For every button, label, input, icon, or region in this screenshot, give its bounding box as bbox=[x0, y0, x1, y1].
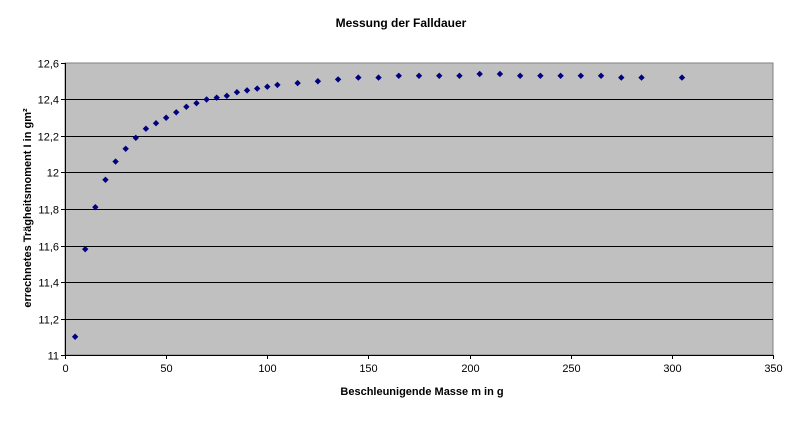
data-point bbox=[253, 85, 261, 92]
data-point bbox=[233, 89, 241, 96]
data-point bbox=[243, 87, 251, 94]
y-tick-label: 11,2 bbox=[38, 315, 59, 327]
data-point bbox=[152, 120, 160, 127]
data-point bbox=[678, 74, 686, 81]
data-point bbox=[92, 203, 99, 211]
data-point bbox=[537, 72, 544, 79]
data-point bbox=[274, 81, 281, 89]
data-point bbox=[638, 74, 645, 81]
y-tick-label: 11,6 bbox=[38, 242, 59, 254]
data-point bbox=[112, 158, 119, 165]
data-point bbox=[355, 74, 362, 81]
y-tick-label: 11 bbox=[48, 351, 59, 363]
x-tick-label: 0 bbox=[62, 363, 68, 375]
data-point bbox=[597, 72, 605, 79]
x-tick-label: 300 bbox=[663, 363, 681, 375]
y-tick-labels: 11 11,2 11,4 11,6 11,8 12 12,2 12,4 12,6 bbox=[38, 59, 59, 363]
data-point bbox=[223, 92, 231, 100]
data-point bbox=[557, 72, 564, 79]
data-point bbox=[142, 125, 150, 132]
y-tick-label: 11,4 bbox=[38, 278, 59, 290]
data-point bbox=[496, 70, 504, 78]
data-point bbox=[82, 245, 89, 253]
data-point bbox=[203, 96, 210, 103]
data-point bbox=[294, 79, 301, 87]
data-point bbox=[334, 76, 342, 83]
x-axis-title: Beschleunigende Masse m in g bbox=[340, 386, 503, 398]
chart-title: Messung der Falldauer bbox=[336, 16, 467, 30]
data-point bbox=[577, 72, 585, 79]
data-point bbox=[71, 333, 79, 340]
y-tick-label: 12,4 bbox=[38, 95, 59, 107]
x-tick-label: 50 bbox=[160, 363, 172, 375]
data-point bbox=[102, 176, 109, 183]
data-point bbox=[375, 74, 382, 81]
data-point bbox=[618, 74, 625, 81]
data-point bbox=[122, 145, 129, 152]
data-point bbox=[183, 103, 190, 110]
x-tick-label: 150 bbox=[359, 363, 377, 375]
data-points bbox=[71, 70, 686, 340]
y-tick-label: 11,8 bbox=[38, 205, 59, 217]
x-tick-label: 100 bbox=[258, 363, 276, 375]
x-tick-label: 200 bbox=[461, 363, 479, 375]
data-point bbox=[516, 72, 524, 79]
x-tick-labels: 0 50 100 150 200 250 300 350 bbox=[62, 363, 782, 375]
y-tick-label: 12,2 bbox=[38, 132, 59, 144]
data-point bbox=[162, 114, 170, 121]
axes bbox=[61, 63, 774, 359]
y-axis-title: errechnetes Trägheitsmoment I in gm² bbox=[22, 108, 34, 308]
data-point bbox=[193, 99, 200, 107]
gridlines bbox=[65, 99, 773, 320]
data-point bbox=[436, 72, 443, 79]
y-tick-label: 12,6 bbox=[38, 59, 59, 71]
data-point bbox=[456, 72, 463, 79]
x-tick-label: 350 bbox=[764, 363, 782, 375]
data-point bbox=[264, 83, 271, 90]
data-point bbox=[213, 94, 220, 101]
data-point bbox=[415, 72, 423, 79]
x-tick-label: 250 bbox=[562, 363, 580, 375]
data-point bbox=[314, 78, 322, 85]
data-point bbox=[173, 109, 180, 116]
data-point bbox=[476, 70, 483, 78]
data-point bbox=[132, 134, 139, 142]
data-point bbox=[395, 72, 402, 79]
y-tick-label: 12 bbox=[47, 168, 59, 180]
